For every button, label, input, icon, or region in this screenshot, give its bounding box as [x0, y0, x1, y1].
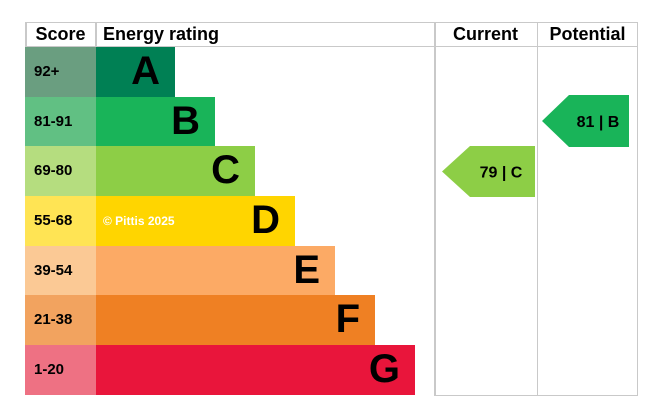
potential-rating-value: 81 | B — [577, 114, 620, 131]
current-column-header: Current — [452, 24, 518, 44]
copyright-watermark: © Pittis 2025 — [103, 214, 175, 228]
potential-column-header: Potential — [549, 24, 626, 44]
rating-letter: B — [171, 98, 200, 143]
energy-bands: 92+ A 81-91 B 69-80 C 55-68 D 39-54 — [25, 47, 415, 395]
rating-letter: C — [211, 148, 240, 193]
band-row-c: 69-80 C — [25, 146, 415, 197]
table-top-rule — [25, 21, 638, 23]
energy-current-divider — [434, 21, 436, 396]
current-rating-value: 79 | C — [480, 165, 523, 182]
rating-bar: F — [96, 295, 375, 346]
rating-bar: D — [96, 196, 295, 246]
score-range: 39-54 — [25, 245, 96, 296]
table-header-row: Score Energy rating Current Potential — [25, 23, 638, 46]
potential-arrow-graphic: 81 | B — [542, 95, 629, 147]
band-row-d: 55-68 D — [25, 196, 415, 246]
rating-letter: D — [251, 198, 280, 243]
score-range: 92+ — [25, 47, 96, 97]
rating-bar: C — [96, 146, 255, 197]
band-row-g: 1-20 G — [25, 345, 415, 395]
current-arrow-graphic: 79 | C — [442, 146, 535, 197]
score-range: 1-20 — [25, 345, 96, 395]
rating-letter: A — [131, 49, 160, 93]
header-left-rule — [25, 21, 27, 47]
score-energy-divider — [95, 21, 97, 47]
current-rating-arrow: 79 | C — [442, 146, 535, 197]
table-right-rule — [636, 21, 638, 396]
rating-letter: G — [368, 347, 400, 392]
left-arrow-shape — [542, 95, 629, 147]
header-bottom-rule — [25, 45, 638, 47]
rating-bar: A — [96, 47, 175, 97]
band-row-e: 39-54 E — [25, 245, 415, 296]
rating-letter: F — [335, 297, 360, 342]
table-bottom-rule — [434, 394, 638, 396]
rating-bar: B — [96, 96, 215, 147]
potential-rating-arrow: 81 | B — [542, 95, 629, 147]
rating-letter: E — [293, 247, 320, 292]
band-row-b: 81-91 B — [25, 96, 415, 147]
energy-rating-column-header: Energy rating — [103, 24, 220, 44]
score-range: 21-38 — [25, 295, 96, 346]
score-column-header: Score — [35, 24, 86, 44]
band-row-f: 21-38 F — [25, 295, 415, 346]
current-potential-divider — [536, 21, 538, 396]
score-range: 69-80 — [25, 146, 96, 197]
band-row-a: 92+ A — [25, 47, 415, 97]
score-range: 55-68 — [25, 196, 96, 246]
rating-bar: E — [96, 245, 335, 296]
score-range: 81-91 — [25, 96, 96, 147]
rating-bar: G — [96, 345, 415, 395]
left-arrow-shape — [442, 146, 535, 197]
